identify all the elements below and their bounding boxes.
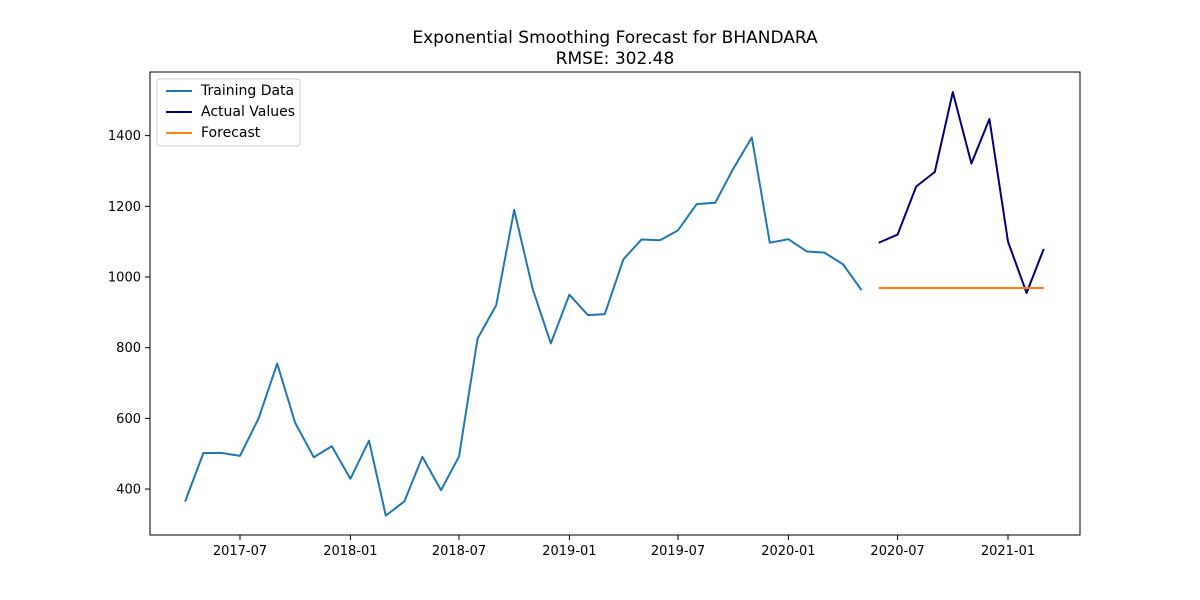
x-tick-label: 2019-01 <box>542 544 596 559</box>
legend-label-training: Training Data <box>200 83 294 99</box>
chart-title: Exponential Smoothing Forecast for BHAND… <box>412 28 818 48</box>
series-line-actual-values <box>878 91 1045 294</box>
legend: Training Data Actual Values Forecast <box>156 78 301 147</box>
x-tick-label: 2017-07 <box>213 544 267 559</box>
y-tick-label: 800 <box>116 341 141 356</box>
plot-frame <box>149 71 1081 536</box>
x-tick-label: 2018-01 <box>323 544 377 559</box>
legend-label-forecast: Forecast <box>201 125 261 141</box>
y-tick-label: 600 <box>116 412 141 427</box>
x-tick-label: 2021-01 <box>981 544 1035 559</box>
x-tick-label: 2018-07 <box>432 544 486 559</box>
series-line-training-data <box>184 136 863 517</box>
x-tick-label: 2020-07 <box>870 544 924 559</box>
y-tick-label: 1000 <box>108 270 141 285</box>
legend-label-actual: Actual Values <box>201 104 295 120</box>
y-tick-label: 1200 <box>108 200 141 215</box>
x-tick-label: 2019-07 <box>651 544 705 559</box>
y-tick-label: 1400 <box>108 129 141 144</box>
x-tick-label: 2020-01 <box>761 544 815 559</box>
legend-box <box>156 78 301 147</box>
chart-subtitle: RMSE: 302.48 <box>556 49 675 69</box>
y-tick-label: 400 <box>116 483 141 498</box>
